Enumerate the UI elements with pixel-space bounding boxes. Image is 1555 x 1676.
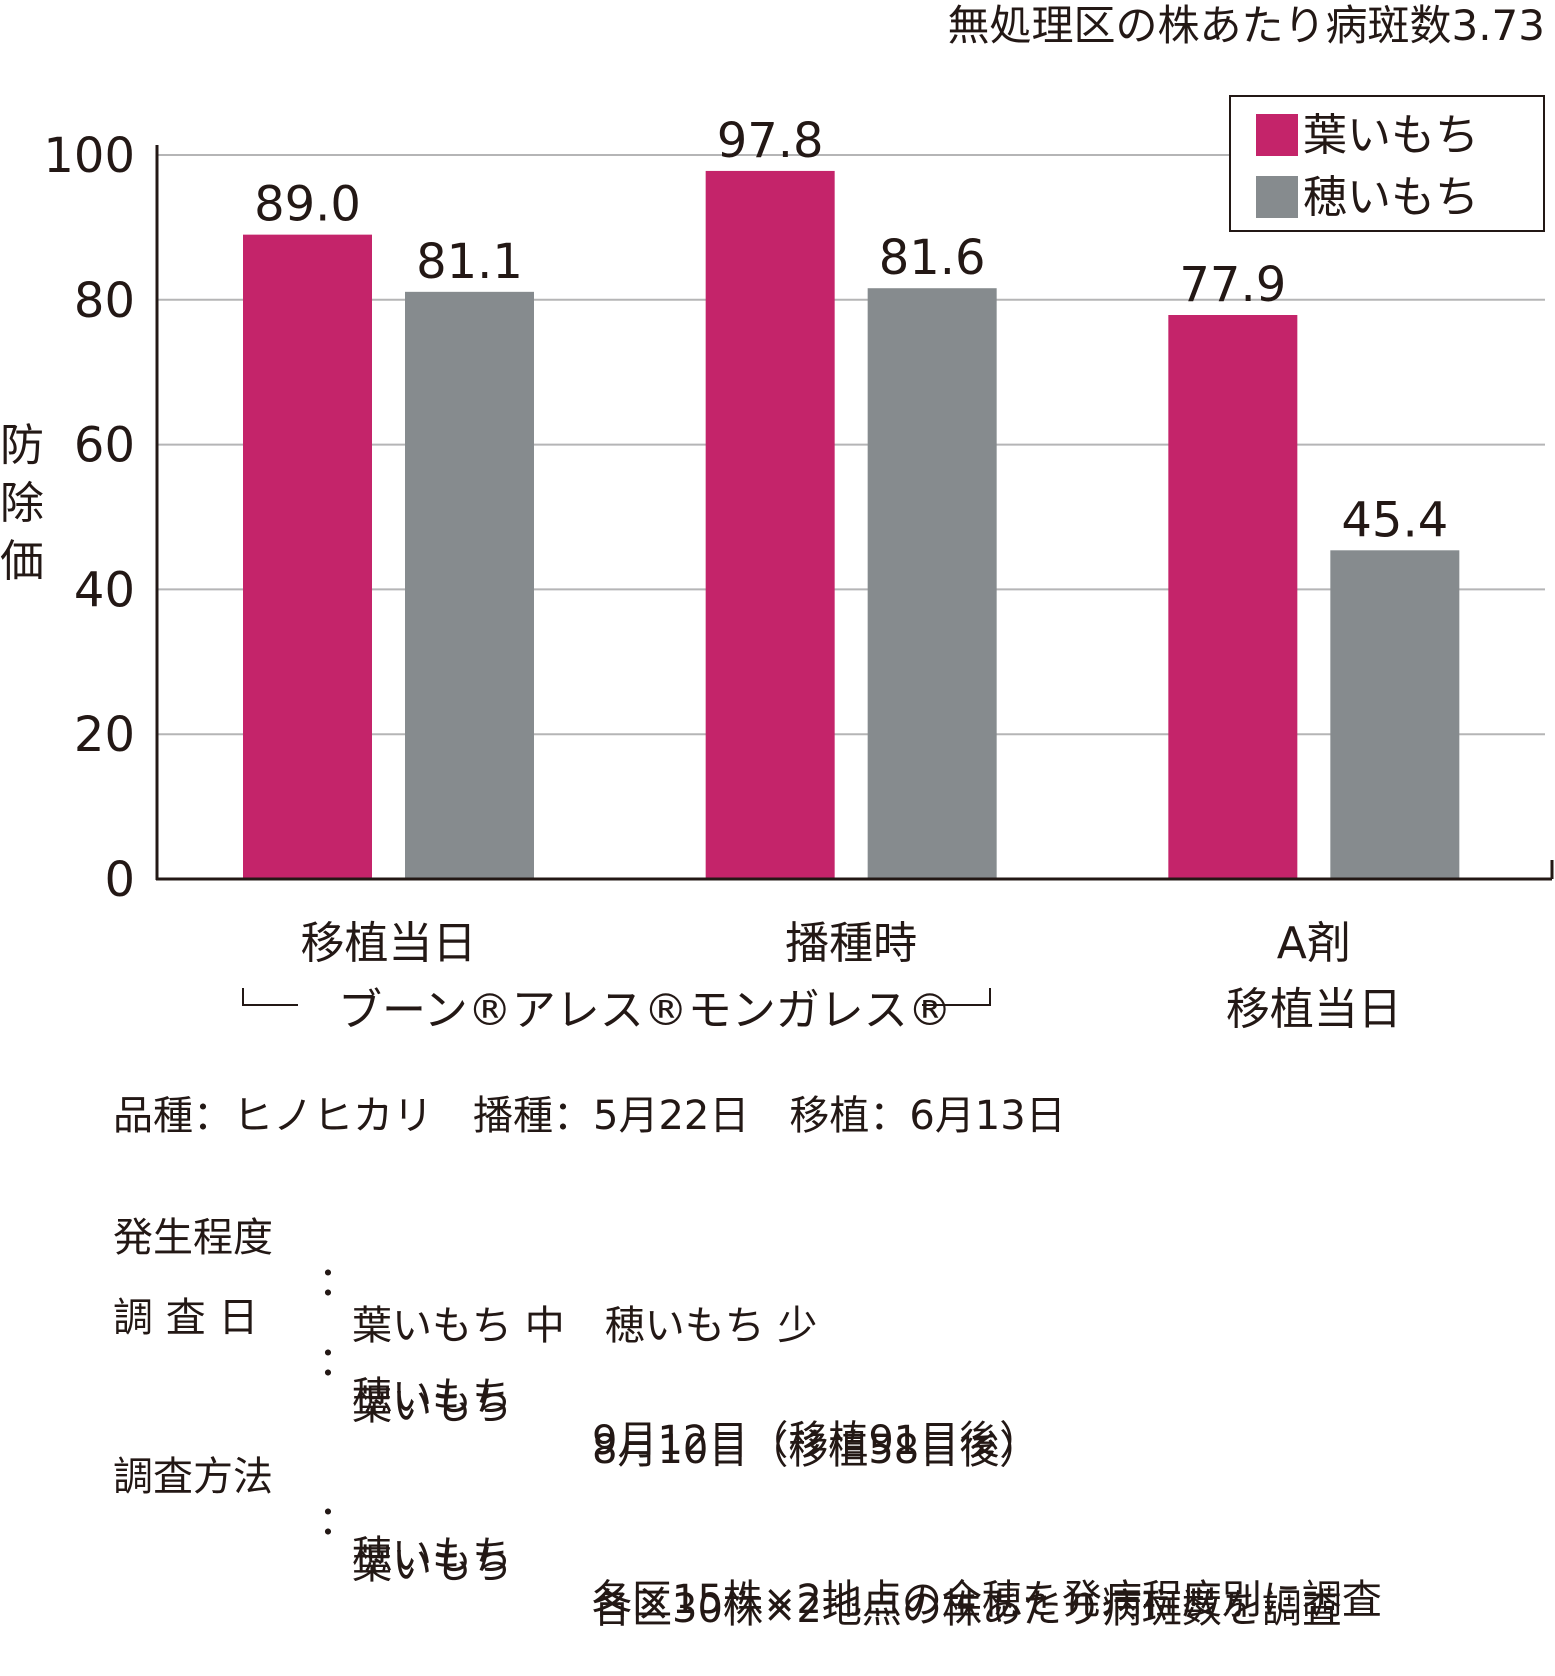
y-tick-label: 20	[74, 707, 135, 763]
value-label: 81.1	[416, 234, 523, 290]
note-incidence-value: 葉いもち 中 穂いもち 少	[352, 1303, 818, 1349]
note-survey-date-panicle-name: 穂いもち	[352, 1374, 512, 1420]
note-survey-date-line-2: 穂いもち 9月12日（移植91日後）	[0, 1331, 1555, 1507]
note-variety-line: 品種：ヒノヒカリ 播種：5月22日 移植：6月13日	[113, 1093, 1066, 1139]
y-tick-label: 80	[74, 273, 135, 329]
value-label: 89.0	[254, 177, 361, 233]
legend-label-leaf: 葉いもち	[1303, 110, 1479, 161]
legend-swatch-leaf	[1256, 114, 1298, 156]
value-label: 97.8	[717, 113, 824, 169]
note-survey-date-label: 調 査 日	[113, 1295, 259, 1341]
bracket-left	[242, 988, 298, 1006]
y-tick-label: 0	[104, 852, 135, 908]
bar	[705, 170, 835, 880]
note-method-line: 調査方法 ： 葉いもち 各区30株×2地点の株あたり病斑数を調査	[0, 1411, 1555, 1675]
legend: 葉いもち 穂いもち	[1229, 95, 1545, 232]
y-tick-label: 40	[74, 562, 135, 618]
bar	[243, 234, 372, 879]
note-colon: ：	[318, 1259, 358, 1305]
bracket-label: ブーン®アレス®モンガレス®	[338, 985, 952, 1036]
note-survey-date-panicle-value: 9月12日（移植91日後）	[592, 1418, 1040, 1464]
bar	[1168, 315, 1298, 879]
note-survey-date-leaf-value: 8月10日（移植58日後）	[592, 1427, 1040, 1473]
note-method-panicle-name: 穂いもち	[352, 1533, 512, 1579]
note-method-leaf-value: 各区30株×2地点の株あたり病斑数を調査	[592, 1586, 1342, 1632]
note-method-leaf-name: 葉いもち	[352, 1542, 512, 1588]
value-labels: 89.0 81.1 97.8 81.6 77.9 45.4	[254, 113, 1448, 548]
y-tick-label: 100	[43, 128, 135, 184]
note-method-panicle-value: 各区15株×2地点の全穂を発病程度別に調査	[592, 1577, 1382, 1623]
bars	[243, 170, 1460, 880]
note-method-line-2: 穂いもち 各区15株×2地点の全穂を発病程度別に調査	[0, 1490, 1555, 1666]
legend-label-panicle: 穂いもち	[1303, 172, 1479, 223]
x-category-label: 移植当日	[1226, 984, 1402, 1035]
note-method-label: 調査方法	[113, 1454, 273, 1500]
note-incidence-line: 発生程度 ： 葉いもち 中 穂いもち 少	[0, 1172, 1555, 1392]
chart-title: 無処理区の株あたり病斑数3.73	[947, 1, 1545, 50]
x-category-label: 播種時	[785, 918, 917, 969]
y-axis-label-char: 防	[0, 420, 44, 471]
note-incidence-label: 発生程度	[113, 1215, 273, 1261]
axes	[155, 145, 1554, 881]
y-tick-labels: 0 20 40 60 80 100	[43, 128, 135, 908]
value-label: 81.6	[879, 230, 986, 286]
x-category-label: A剤	[1277, 918, 1351, 969]
note-survey-date-line: 調 査 日 ： 葉いもち 8月10日（移植58日後）	[0, 1252, 1555, 1516]
note-colon: ：	[318, 1498, 358, 1544]
x-category-label: 移植当日	[301, 918, 477, 969]
bracket-right	[922, 988, 991, 1006]
bar-chart: 0 20 40 60 80 100 89.0 81.1 97.8 81.6 77.9 45.4 移植…	[0, 1, 1554, 1036]
y-tick-label: 60	[74, 418, 135, 474]
y-axis-label: 防除価	[0, 420, 44, 587]
group-bracket: ブーン®アレス®モンガレス®	[242, 985, 991, 1036]
note-survey-date-leaf-name: 葉いもち	[352, 1383, 512, 1429]
bar	[867, 288, 997, 879]
gridlines	[157, 154, 1545, 736]
y-axis-label-char: 除	[0, 478, 44, 529]
bar	[405, 291, 534, 879]
value-label: 45.4	[1341, 492, 1448, 548]
value-label: 77.9	[1179, 257, 1286, 313]
y-axis-label-char: 価	[0, 536, 44, 587]
bar	[1330, 550, 1460, 879]
legend-swatch-panicle	[1256, 176, 1298, 218]
note-colon: ：	[318, 1339, 358, 1385]
